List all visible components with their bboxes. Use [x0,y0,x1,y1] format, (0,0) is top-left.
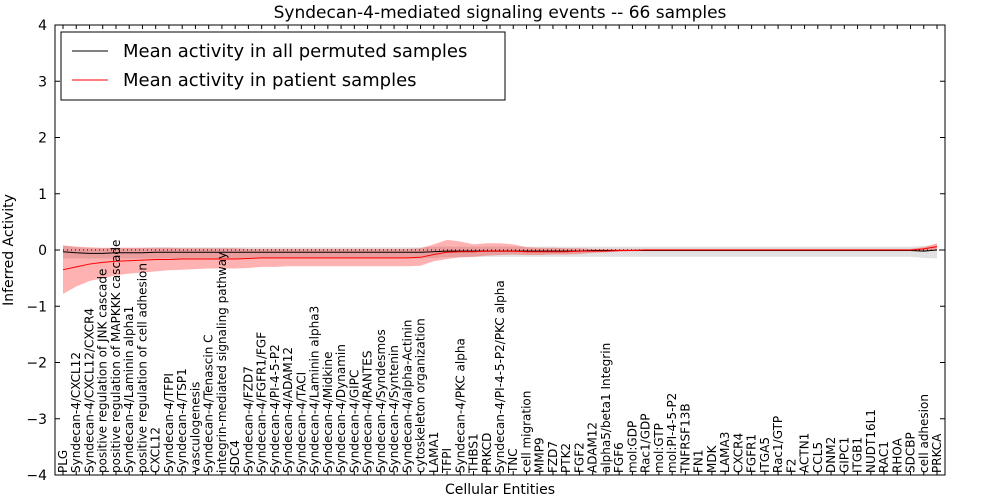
x-tick-label: SDC4 [228,440,242,473]
y-tick-label: 1 [38,187,47,203]
x-tick-label: RHOA [890,437,904,473]
x-tick-label: FZD7 [546,441,560,473]
x-tick-label: CCL5 [811,442,825,473]
series-1-band [63,245,937,259]
x-tick-label: ITGA5 [758,437,772,473]
x-tick-label: SDCBP [904,432,918,473]
x-tick-label: vasculogenesis [188,382,202,473]
x-tick-label: positive regulation of MAPKKK cascade [109,240,123,473]
series-2-line [62,246,938,271]
x-tick-label: PLG [56,450,70,473]
x-tick-label: Syndecan-4/FZD7 [241,366,255,473]
y-tick-label: −4 [26,468,47,484]
x-tick-label: positive regulation of JNK cascade [96,269,110,473]
x-tick-label: mol:PI-4-5-P2 [665,393,679,473]
y-tick-label: 2 [38,131,47,147]
x-tick-label: Syndecan-4/RANTES [361,351,375,473]
y-tick-label: 4 [38,18,47,34]
x-tick-label: Rac1/GDP [639,414,653,473]
x-tick-label: alpha5/beta1 Integrin [599,343,613,473]
x-tick-label: Syndecan-4/FGFR1/FGF [255,332,269,473]
x-tick-label: Syndecan-4/ADAM12 [281,347,295,473]
legend-label-2: Mean activity in patient samples [123,70,417,91]
x-tick-label: TNFRSF13B [678,403,692,474]
x-tick-label: Syndecan-4/alpha-Actinin [400,320,414,473]
legend-box [60,31,506,101]
x-tick-label: Syndecan-4/Laminin alpha1 [122,306,136,473]
x-tick-label: Syndecan-4/PI-4-5-P2/PKC alpha [493,280,507,473]
legend: Mean activity in all permuted samples Mea… [60,31,506,101]
y-tick-label: 0 [38,243,47,259]
x-tick-label: cytoskeleton organization [414,318,428,473]
x-tick-label: cell adhesion [917,394,931,473]
x-tick-label: integrin-mediated signaling pathway [215,252,229,473]
x-tick-label: Syndecan-4/Tenascin C [202,334,216,473]
y-tick-label: −3 [26,412,47,428]
x-tick-label: FGF2 [572,442,586,473]
chart-title: Syndecan-4-mediated signaling events -- … [274,3,727,23]
x-tick-label: PRKCD [480,433,494,473]
x-tick-label: FGF6 [612,442,626,473]
x-tick-label: ITGB1 [851,437,865,473]
x-tick-label: ADAM12 [586,422,600,473]
x-tick-label: Rac1/GTP [771,416,785,473]
x-tick-label: Syndecan-4/CXCL12 [69,352,83,473]
x-tick-label: positive regulation of cell adhesion [135,263,149,473]
x-tick-label: CXCL12 [149,427,163,473]
x-tick-label: NUDT16L1 [864,409,878,473]
y-tick-label: 3 [38,74,47,90]
y-axis-label: Inferred Activity [1,194,17,306]
x-tick-label: PTK2 [559,443,573,473]
x-tick-label: Syndecan-4/Syntenin [387,345,401,473]
x-tick-label: PRKCA [930,433,944,473]
x-tick-label: Syndecan-4/CXCL12/CXCR4 [82,308,96,473]
x-tick-label: GIPC1 [837,437,851,473]
x-tick-label: RAC1 [877,441,891,473]
x-tick-label: cell migration [519,391,533,473]
x-tick-label: Syndecan-4/Laminin alpha3 [308,306,322,473]
y-tick-label: −2 [26,356,47,372]
x-tick-label: Syndecan-4/PKC alpha [453,338,467,473]
x-tick-label: Syndecan-4/TACI [294,372,308,473]
x-tick-label: TFPI [440,448,454,474]
x-tick-label: Syndecan-4/GIPC [347,370,361,473]
x-tick-label: TNC [506,448,520,474]
x-tick-label: THBS1 [467,433,481,474]
x-tick-label: mol:GTP [652,423,666,473]
y-tick-label: −1 [26,299,47,315]
series-2-band [63,239,937,294]
x-tick-label: FGFR1 [745,434,759,473]
x-tick-label: DNM2 [824,437,838,473]
x-tick-label: FN1 [692,449,706,473]
plot-frame [54,24,946,476]
x-tick-label: CXCR4 [731,433,745,473]
x-tick-label: LAMA3 [718,432,732,473]
x-tick-label: F2 [784,458,798,473]
x-tick-label: Syndecan-4/Midkine [321,352,335,473]
x-tick-label: MMP9 [533,437,547,473]
x-tick-label: Syndecan-4/Dynamin [334,344,348,473]
x-tick-label: Syndecan-4/Syndesmos [374,329,388,473]
x-tick-label: Syndecan-4/TFPI [162,373,176,473]
x-axis-label: Cellular Entities [445,482,555,498]
x-tick-label: Syndecan-4/PI-4-5-P2 [268,344,282,473]
legend-label-1: Mean activity in all permuted samples [123,41,467,62]
x-tick-label: mol:GDP [625,421,639,473]
x-tick-label: Syndecan-4/TSP1 [175,368,189,473]
x-tick-label: ACTN1 [798,433,812,473]
x-tick-label: LAMA1 [427,432,441,473]
x-tick-label: MDK [705,444,719,473]
